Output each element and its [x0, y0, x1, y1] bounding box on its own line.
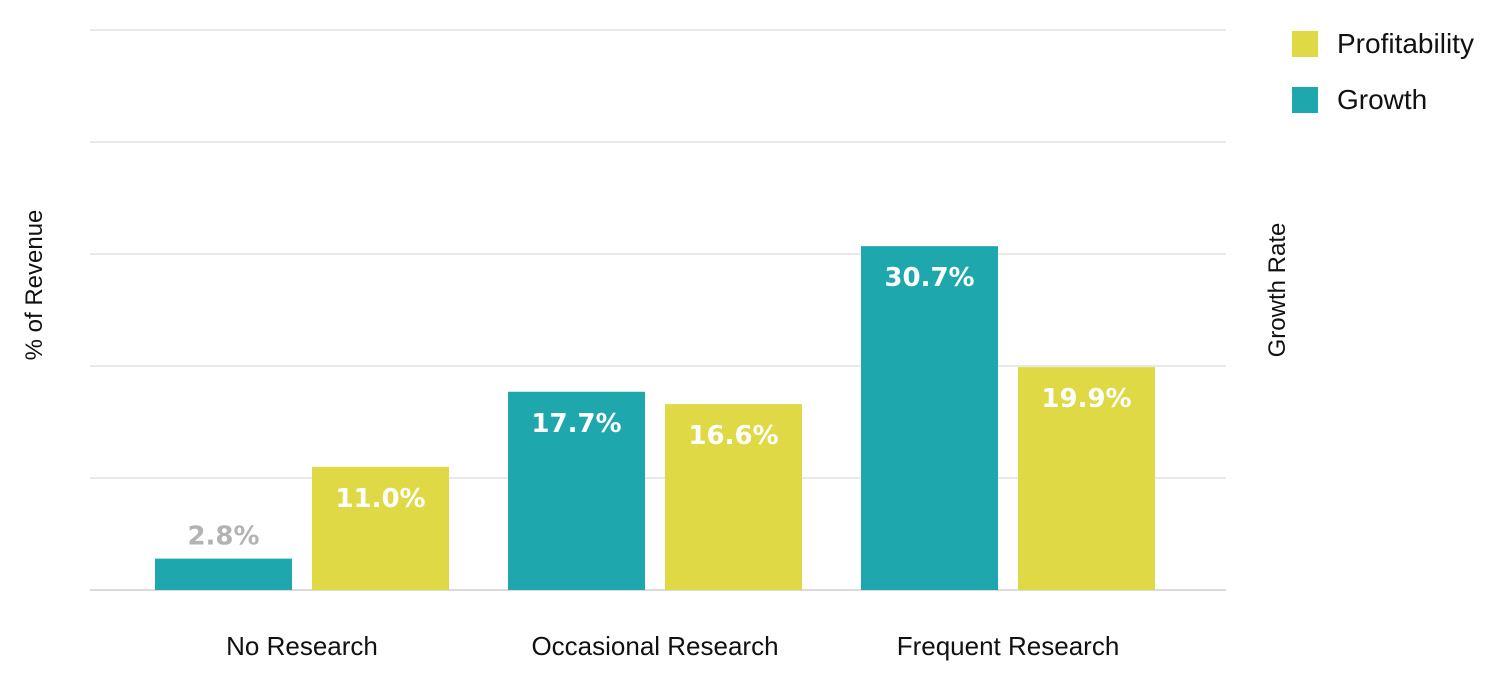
legend: Profitability Growth — [1292, 28, 1474, 115]
data-label-growth-0: 2.8% — [187, 522, 259, 552]
legend-swatch-growth — [1292, 87, 1318, 113]
legend-swatch-profitability — [1292, 31, 1318, 57]
bar-profitability-2 — [1018, 367, 1155, 590]
x-tick-label: Frequent Research — [897, 631, 1120, 661]
bar-growth-2 — [861, 246, 998, 590]
data-label-profitability-1: 16.6% — [688, 421, 778, 451]
x-tick-label: Occasional Research — [531, 631, 778, 661]
data-labels: 2.8% 11.0% 17.7% 16.6% 30.7% 19.9% — [187, 263, 1131, 551]
x-tick-label: No Research — [226, 631, 378, 661]
bar-profitability-0 — [312, 466, 449, 590]
y-axis-right-title: Growth Rate — [1264, 223, 1291, 358]
bar-profitability-1 — [665, 404, 802, 590]
data-label-growth-2: 30.7% — [884, 263, 974, 293]
x-axis-tick-labels: No Research Occasional Research Frequent R… — [226, 631, 1119, 661]
data-label-profitability-2: 19.9% — [1041, 384, 1131, 414]
legend-label-growth: Growth — [1337, 84, 1427, 115]
bars — [155, 246, 1155, 590]
y-axis-left-title: % of Revenue — [21, 210, 48, 361]
data-label-growth-1: 17.7% — [531, 409, 621, 439]
legend-label-profitability: Profitability — [1337, 28, 1474, 59]
bar-growth-0 — [155, 558, 292, 590]
bar-growth-1 — [508, 391, 645, 590]
data-label-profitability-0: 11.0% — [335, 484, 425, 514]
